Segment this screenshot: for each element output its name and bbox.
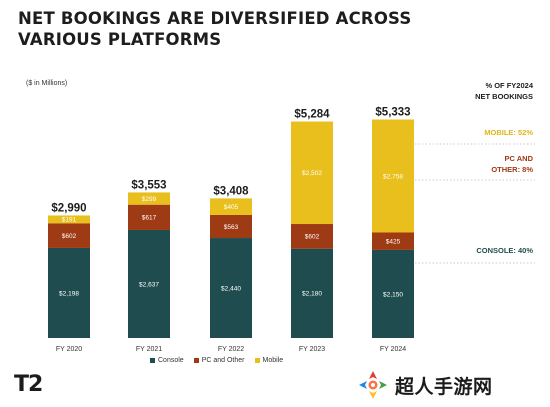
x-tick-label-2: FY 2021: [136, 346, 162, 353]
watermark: 超人手游网: [356, 368, 493, 402]
watermark-logo-icon: [359, 371, 387, 399]
bar-label-pc-3: $563: [224, 224, 239, 231]
x-tick-label-4: FY 2023: [299, 346, 325, 353]
bar-label-console-4: $2,180: [302, 291, 322, 298]
bar-segment-pc-4: [291, 224, 333, 249]
legend-swatch-pc: [193, 358, 199, 363]
bar-segment-console-1: [48, 247, 90, 338]
bar-label-console-5: $2,150: [383, 291, 403, 298]
side-label-pc-line-1: PC AND: [505, 154, 534, 163]
bar-segment-mobile-5: [372, 119, 414, 233]
page-title: NET BOOKINGS ARE DIVERSIFIED ACROSS VARI…: [18, 8, 438, 50]
bar-segment-pc-2: [128, 204, 170, 230]
legend-label-console: Console: [158, 357, 184, 364]
title-line-2: VARIOUS PLATFORMS: [18, 30, 222, 49]
bar-label-console-3: $2,440: [221, 285, 241, 292]
bar-label-console-1: $2,198: [59, 290, 79, 297]
legend-swatch-console: [150, 358, 155, 363]
bar-label-pc-5: $425: [386, 239, 401, 246]
bar-segment-mobile-2: [128, 192, 170, 205]
x-tick-label-5: FY 2024: [380, 346, 406, 353]
t2-logo: T2: [14, 372, 43, 397]
side-label-mobile: MOBILE: 52%: [484, 128, 533, 137]
chart-legend: Console PC and Other Mobile: [150, 357, 283, 364]
x-tick-label-1: FY 2020: [56, 346, 82, 353]
bar-label-pc-2: $617: [142, 215, 157, 222]
bar-label-console-2: $2,637: [139, 281, 159, 288]
x-tick-label-3: FY 2022: [218, 346, 244, 353]
bar-segment-console-4: [291, 248, 333, 338]
bar-total-label-3: $3,408: [213, 185, 249, 197]
side-label-console: CONSOLE: 40%: [476, 246, 533, 255]
bar-segment-pc-3: [210, 214, 252, 239]
side-annotations: % OF FY2024 NET BOOKINGS MOBILE: 52% PC …: [415, 81, 535, 264]
bar-label-pc-4: $602: [305, 234, 320, 241]
bar-total-label-1: $2,990: [51, 202, 86, 214]
legend-item-pc: PC and Other: [193, 357, 245, 364]
bar-segment-pc-1: [48, 223, 90, 248]
bar-label-mobile-1: $191: [62, 217, 77, 224]
bar-segment-pc-5: [372, 232, 414, 250]
bar-total-label-4: $5,284: [294, 109, 330, 121]
bar-segment-console-3: [210, 238, 252, 338]
bar-total-label-5: $5,333: [375, 107, 410, 119]
bar-total-label-2: $3,553: [131, 179, 166, 191]
side-heading-line-1: % OF FY2024: [485, 81, 533, 90]
legend-label-mobile: Mobile: [262, 357, 284, 364]
bar-segment-console-2: [128, 229, 170, 338]
bar-label-mobile-4: $2,502: [302, 170, 322, 177]
side-heading-line-2: NET BOOKINGS: [475, 92, 533, 101]
side-label-pc-line-2: OTHER: 8%: [491, 165, 533, 174]
bars-group: $2,198 $602 $191 $2,990 FY 2020 $2,637 $617 $29…: [48, 107, 414, 353]
bar-segment-mobile-1: [48, 215, 90, 224]
unit-label: ($ in Millions): [26, 80, 68, 87]
bar-label-pc-1: $602: [62, 233, 77, 240]
bar-segment-mobile-4: [291, 121, 333, 225]
watermark-text: 超人手游网: [395, 375, 493, 398]
legend-item-mobile: Mobile: [254, 357, 284, 364]
legend-label-pc: PC and Other: [201, 357, 245, 364]
bar-label-mobile-3: $405: [224, 204, 239, 211]
legend-item-console: Console: [150, 357, 184, 364]
legend-swatch-mobile: [254, 358, 260, 363]
title-line-1: NET BOOKINGS ARE DIVERSIFIED ACROSS: [18, 9, 412, 28]
bar-label-mobile-2: $299: [142, 196, 157, 203]
bar-segment-console-5: [372, 249, 414, 338]
bar-segment-mobile-3: [210, 198, 252, 215]
bar-label-mobile-5: $2,758: [383, 173, 403, 180]
